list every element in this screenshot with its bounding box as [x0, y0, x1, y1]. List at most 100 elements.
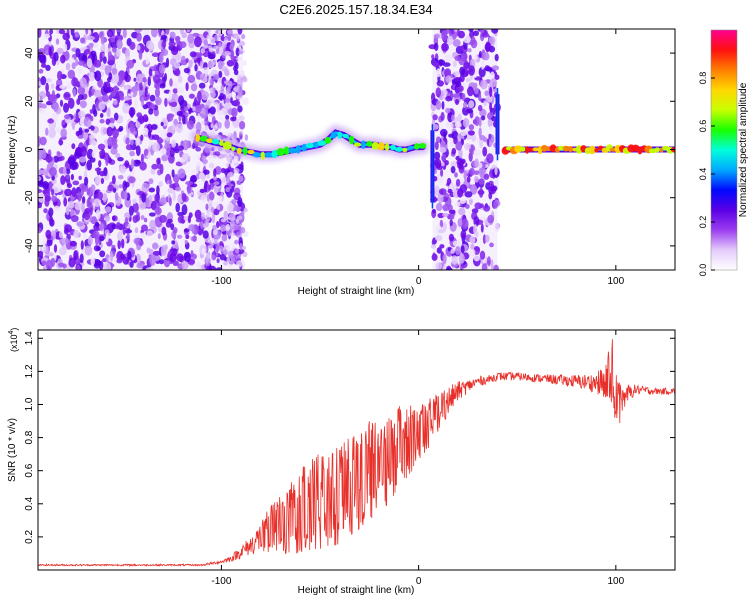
noise-blob — [191, 224, 195, 234]
noise-blob — [209, 90, 216, 99]
ridge-blob — [324, 137, 332, 144]
colorbar-tick-label: 0.6 — [698, 120, 708, 133]
noise-blob — [184, 239, 188, 245]
noise-blob — [112, 215, 116, 221]
noise-blob — [460, 129, 468, 137]
noise-blob — [74, 31, 80, 38]
noise-blob — [124, 217, 129, 227]
noise-blob — [227, 157, 231, 164]
noise-blob — [124, 160, 130, 168]
noise-blob — [71, 62, 76, 70]
noise-blob — [439, 219, 444, 228]
noise-blob — [237, 74, 241, 81]
noise-blob — [76, 264, 81, 270]
noise-blob — [223, 260, 228, 266]
noise-blob — [243, 207, 248, 213]
noise-blob — [219, 254, 227, 261]
noise-blob — [481, 263, 488, 270]
noise-blob — [433, 62, 440, 67]
noise-blob — [194, 104, 203, 115]
noise-blob — [228, 204, 235, 209]
noise-blob — [49, 29, 53, 35]
noise-blob — [238, 115, 245, 121]
noise-blob — [72, 180, 80, 186]
noise-blob — [105, 155, 109, 166]
noise-blob — [453, 29, 457, 32]
noise-blob — [238, 219, 243, 228]
noise-blob — [141, 224, 148, 232]
noise-blob — [465, 108, 474, 114]
noise-blob — [218, 196, 223, 202]
noise-blob — [442, 222, 447, 232]
noise-blob — [93, 259, 101, 269]
noise-blob — [106, 29, 114, 38]
snr-y-scale-base: (x10 — [9, 334, 19, 352]
noise-blob — [172, 260, 179, 266]
noise-blob — [128, 176, 136, 184]
noise-blob — [145, 267, 154, 270]
noise-blob — [469, 235, 476, 245]
noise-blob — [448, 209, 456, 214]
noise-blob — [176, 253, 184, 262]
noise-blob — [214, 34, 220, 42]
noise-blob — [220, 224, 227, 232]
noise-blob — [224, 50, 231, 57]
noise-blob — [142, 104, 148, 110]
noise-blob — [84, 128, 90, 133]
noise-blob — [78, 60, 86, 66]
ridge-blob — [231, 146, 236, 152]
noise-blob — [64, 224, 72, 233]
noise-blob — [451, 114, 455, 122]
noise-blob — [441, 161, 445, 167]
noise-blob — [233, 69, 239, 76]
noise-blob — [177, 211, 185, 217]
noise-blob — [223, 210, 229, 221]
colorbar-frame — [710, 29, 738, 271]
noise-blob — [445, 75, 452, 83]
noise-blob — [126, 59, 135, 69]
noise-blob — [458, 207, 466, 216]
noise-blob — [90, 115, 94, 122]
noise-blob — [169, 183, 176, 189]
noise-blob — [222, 154, 228, 158]
noise-blob — [78, 175, 82, 181]
noise-blob — [80, 146, 87, 158]
noise-blob — [486, 153, 494, 164]
noise-blob — [460, 45, 464, 52]
y-tick-label: 1.4 — [24, 331, 35, 345]
noise-blob — [458, 148, 463, 159]
y-tick-label: -40 — [24, 238, 35, 253]
noise-blob — [160, 121, 164, 127]
noise-blob — [140, 215, 145, 220]
noise-blob — [71, 143, 76, 150]
noise-blob — [135, 193, 140, 203]
noise-blob — [183, 105, 189, 112]
noise-blob — [164, 72, 167, 82]
ridge-blob — [271, 150, 279, 159]
noise-blob — [124, 212, 131, 219]
noise-blob — [238, 175, 244, 183]
noise-blob — [231, 107, 238, 118]
noise-blob — [451, 147, 457, 155]
noise-blob — [152, 142, 160, 153]
noise-blob — [99, 170, 105, 177]
noise-blob — [60, 175, 66, 186]
noise-blob — [88, 71, 95, 82]
noise-blob — [79, 77, 87, 88]
noise-blob — [63, 102, 69, 113]
ridge-blob — [288, 147, 297, 154]
noise-blob — [440, 111, 445, 121]
noise-blob — [136, 262, 145, 269]
noise-blob — [107, 136, 115, 147]
ridge-blob — [317, 140, 327, 146]
noise-blob — [60, 128, 67, 139]
noise-blob — [122, 103, 130, 114]
noise-blob — [450, 29, 455, 35]
noise-blob — [138, 240, 144, 246]
noise-blob — [208, 184, 212, 191]
noise-blob — [177, 215, 184, 224]
noise-blob — [57, 182, 63, 193]
noise-blob — [205, 203, 209, 211]
noise-blob — [151, 134, 160, 140]
noise-blob — [221, 234, 228, 242]
